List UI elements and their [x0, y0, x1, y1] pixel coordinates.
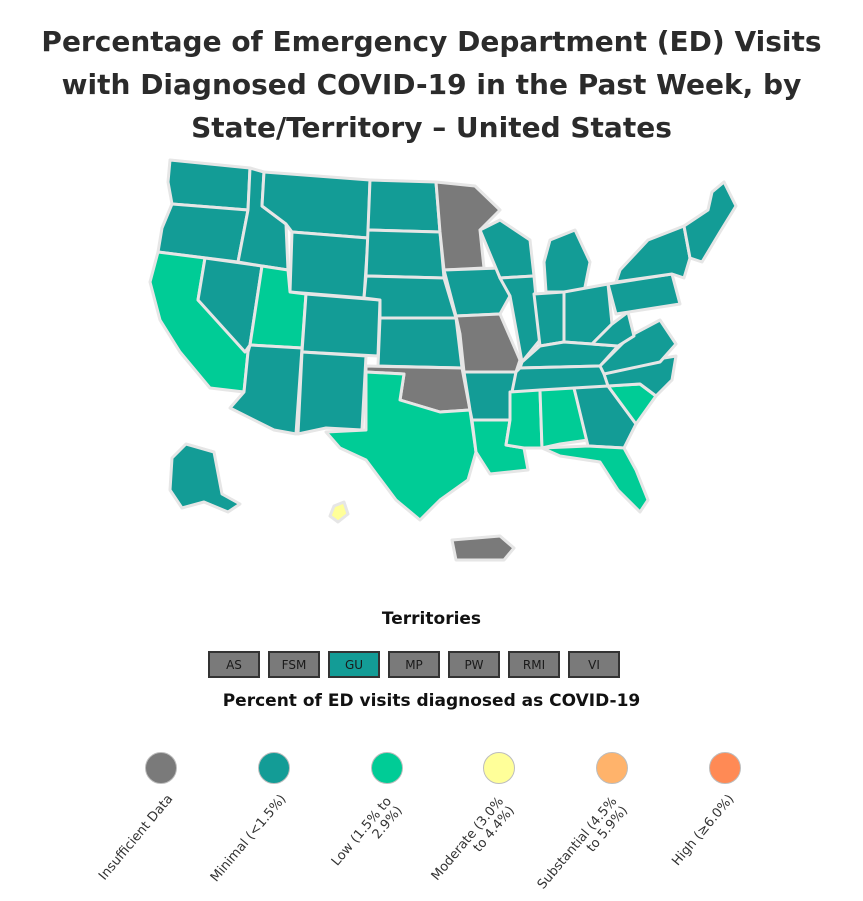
state-missouri[interactable] [454, 312, 522, 374]
legend-swatch-moderate[interactable] [483, 752, 515, 784]
legend-label-low: Low (1.5% to 2.9%) [328, 794, 406, 870]
state-mississippi[interactable] [504, 388, 544, 450]
us-map [148, 158, 738, 562]
state-new-mexico[interactable] [296, 350, 368, 436]
legend-swatch-low[interactable] [371, 752, 403, 784]
legend-label-substantial: Substantial (4.5% to 5.9%) [534, 794, 631, 893]
state-hawaii[interactable] [328, 500, 350, 524]
state-south-dakota[interactable] [364, 228, 446, 280]
state-colorado[interactable] [300, 292, 382, 358]
state-kansas[interactable] [376, 316, 464, 370]
territory-mp[interactable]: MP [388, 651, 440, 678]
state-new-york[interactable] [614, 224, 692, 284]
state-wyoming[interactable] [288, 230, 370, 300]
state-north-dakota[interactable] [366, 178, 442, 234]
legend-label-minimal: Minimal (<1.5%) [207, 791, 290, 886]
territory-fsm[interactable]: FSM [268, 651, 320, 678]
territory-puerto-rico[interactable] [450, 534, 516, 562]
territory-gu[interactable]: GU [328, 651, 380, 678]
state-georgia[interactable] [572, 384, 638, 450]
legend-swatch-substantial[interactable] [596, 752, 628, 784]
legend-swatch-insufficient[interactable] [145, 752, 177, 784]
legend-label-high: High (≥6.0%) [669, 791, 738, 869]
legend-swatch-high[interactable] [709, 752, 741, 784]
state-indiana[interactable] [532, 290, 566, 348]
territory-as[interactable]: AS [208, 651, 260, 678]
legend-title: Percent of ED visits diagnosed as COVID-… [222, 691, 641, 711]
state-arkansas[interactable] [462, 370, 518, 422]
territory-vi[interactable]: VI [568, 651, 620, 678]
territory-buttons: AS FSM GU MP PW RMI VI [208, 651, 620, 678]
state-alabama[interactable] [538, 386, 590, 450]
state-wisconsin[interactable] [478, 218, 536, 280]
state-iowa[interactable] [442, 266, 512, 318]
state-florida[interactable] [540, 444, 650, 514]
legend-label-insufficient: Insufficient Data [96, 791, 177, 884]
state-west-virginia[interactable] [590, 310, 636, 348]
territory-pw[interactable]: PW [448, 651, 500, 678]
state-minnesota[interactable] [434, 180, 502, 272]
territories-title: Territories [381, 609, 482, 629]
legend-label-moderate: Moderate (3.0% to 4.4%) [428, 794, 518, 884]
state-alaska[interactable] [168, 442, 242, 514]
legend-swatch-minimal[interactable] [258, 752, 290, 784]
state-texas[interactable] [324, 370, 478, 522]
state-michigan[interactable] [542, 228, 592, 294]
state-illinois[interactable] [498, 274, 542, 364]
state-new-england[interactable] [682, 180, 738, 264]
territory-rmi[interactable]: RMI [508, 651, 560, 678]
chart-title: Percentage of Emergency Department (ED) … [41, 25, 822, 144]
state-washington[interactable] [166, 158, 252, 212]
